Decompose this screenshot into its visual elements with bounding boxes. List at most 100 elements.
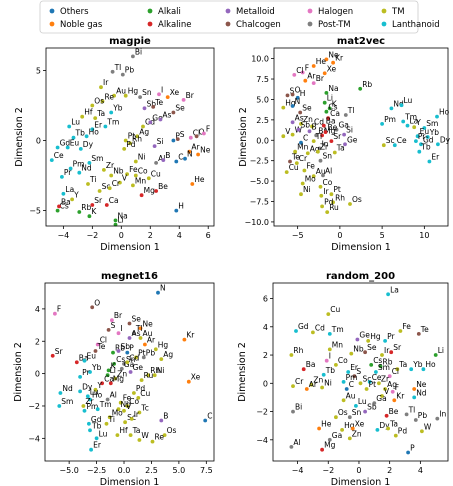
data-point xyxy=(171,138,176,143)
data-point xyxy=(104,421,109,426)
data-point xyxy=(323,130,328,135)
point-label: Li xyxy=(118,216,124,225)
data-point xyxy=(363,409,367,414)
data-point xyxy=(103,124,108,129)
point-label: V xyxy=(126,402,132,411)
data-point xyxy=(118,400,123,405)
point-label: Fe xyxy=(402,322,411,331)
x-tick-label: 0 xyxy=(337,231,342,240)
point-label: Re xyxy=(155,433,165,442)
data-point xyxy=(392,398,397,403)
point-label: N xyxy=(295,97,301,106)
data-point xyxy=(190,182,195,186)
point-label: Pt xyxy=(128,132,136,141)
x-tick-label: 5 xyxy=(380,231,385,240)
point-label: Bi xyxy=(295,403,302,412)
data-point xyxy=(334,415,338,420)
data-point xyxy=(122,362,126,366)
data-point xyxy=(309,382,314,387)
x-axis-label: Dimension 1 xyxy=(331,477,391,486)
data-point xyxy=(142,106,147,111)
point-label: Sr xyxy=(55,347,64,356)
data-point xyxy=(112,93,116,98)
point-label: Cl xyxy=(100,336,107,345)
y-tick-label: 10.0 xyxy=(251,55,269,64)
y-tick-label: 0 xyxy=(35,370,40,379)
point-label: Mg xyxy=(324,441,335,450)
chart-title: magpie xyxy=(109,36,151,47)
data-point xyxy=(150,439,155,444)
data-point xyxy=(141,355,146,360)
point-label: Ar xyxy=(191,143,200,152)
point-label: Lu xyxy=(99,429,108,438)
point-label: C xyxy=(303,134,308,143)
data-point xyxy=(327,347,332,352)
data-point xyxy=(299,140,303,145)
data-point xyxy=(320,447,324,452)
data-point xyxy=(171,110,176,115)
data-point xyxy=(322,71,327,76)
point-label: Mo xyxy=(305,175,316,184)
legend-marker xyxy=(307,8,313,14)
data-point xyxy=(156,290,160,295)
data-point xyxy=(153,347,158,352)
point-label: Bi xyxy=(135,47,142,56)
data-point xyxy=(288,159,292,164)
y-tick-label: 7.5 xyxy=(256,75,269,84)
point-label: Xe xyxy=(191,373,201,382)
point-label: Ho xyxy=(89,127,100,136)
data-point xyxy=(412,387,417,391)
point-label: Zn xyxy=(303,115,313,124)
plot-frame xyxy=(45,47,215,227)
data-point xyxy=(307,129,312,134)
data-point xyxy=(327,437,332,442)
point-label: Au xyxy=(316,167,326,176)
point-label: O xyxy=(94,298,100,307)
data-point xyxy=(125,360,130,365)
point-label: Be xyxy=(328,123,338,132)
point-label: W xyxy=(424,422,432,431)
data-point xyxy=(386,292,390,297)
point-label: Zr xyxy=(381,374,390,383)
data-point xyxy=(131,183,135,188)
data-point xyxy=(304,387,309,391)
point-label: Tm xyxy=(331,325,344,334)
point-label: Sm xyxy=(61,397,73,406)
point-label: Nd xyxy=(62,384,73,393)
point-label: Sm xyxy=(91,154,103,163)
data-point xyxy=(85,394,90,399)
point-label: Cl xyxy=(296,66,303,75)
point-label: Nb xyxy=(353,345,364,354)
data-point xyxy=(109,173,114,178)
legend-label: Metalloid xyxy=(236,7,275,17)
data-point xyxy=(367,380,372,384)
point-label: Te xyxy=(291,153,300,162)
data-point xyxy=(112,362,116,366)
point-label: He xyxy=(316,57,327,66)
point-label: Cd xyxy=(129,353,139,362)
point-label: Si xyxy=(157,137,164,146)
point-label: He xyxy=(321,420,332,429)
data-point xyxy=(87,214,92,219)
data-point xyxy=(148,120,153,125)
data-point xyxy=(174,208,179,213)
point-label: Tl xyxy=(114,63,122,72)
point-label: I xyxy=(121,324,123,333)
data-point xyxy=(321,123,326,128)
data-point xyxy=(122,408,126,413)
data-point xyxy=(320,133,324,138)
data-point xyxy=(57,204,61,209)
data-point xyxy=(320,385,324,390)
x-tick-label: 7.5 xyxy=(200,466,213,475)
data-point xyxy=(347,415,352,420)
point-label: Xe xyxy=(355,420,365,429)
point-label: Mn xyxy=(332,340,343,349)
data-point xyxy=(53,311,57,316)
data-point xyxy=(202,131,206,136)
point-label: Ga xyxy=(332,431,342,440)
data-point xyxy=(88,370,92,374)
point-label: Gd xyxy=(60,139,71,148)
chart-title: megnet16 xyxy=(101,271,158,282)
